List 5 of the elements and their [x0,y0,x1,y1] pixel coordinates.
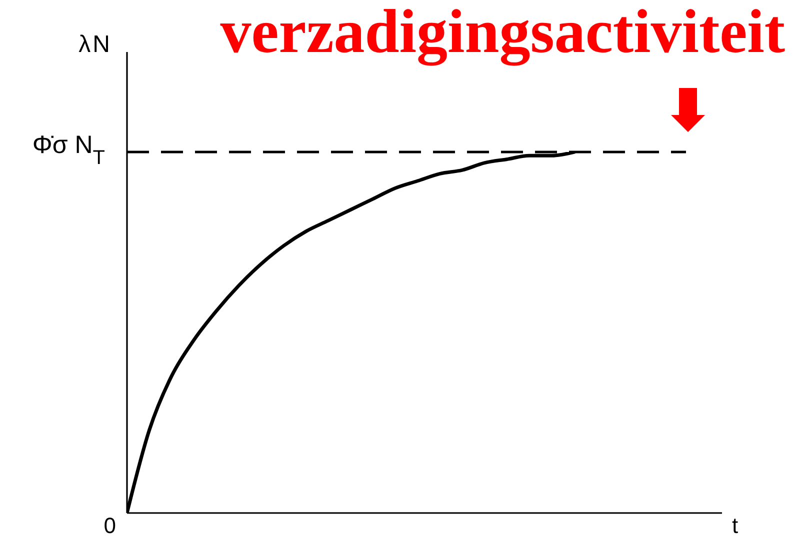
y-axis-title: λN [78,31,112,58]
x-axis-title: t [732,513,738,536]
chart-title: verzadigingsactiviteit [220,0,785,66]
ref-line-label: Φ̇σ N$_{T}$ [32,131,105,169]
text: 0 [104,513,116,536]
